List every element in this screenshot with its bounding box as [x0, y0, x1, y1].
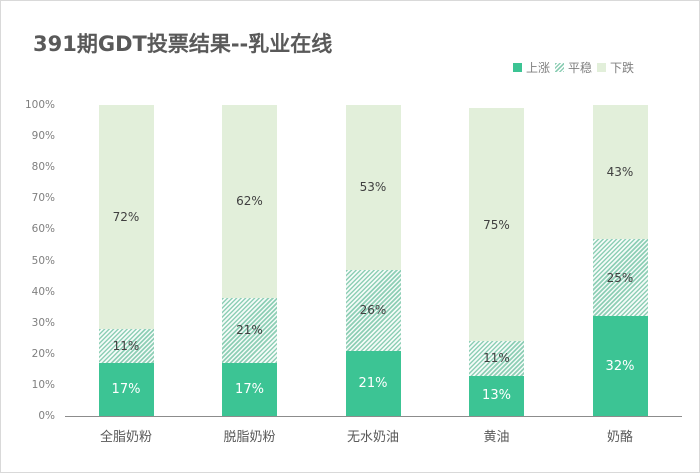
bar-segment-up[interactable]: 17%	[222, 363, 277, 416]
legend-item-down[interactable]: 下跌	[597, 59, 634, 76]
data-label: 17%	[235, 382, 264, 398]
legend-label-down: 下跌	[610, 61, 635, 75]
bar-segment-down[interactable]: 72%	[98, 105, 154, 329]
x-tick-label: 脱脂奶粉	[223, 430, 276, 445]
bar-0[interactable]: 17% 11% 72%	[98, 105, 154, 416]
legend-swatch-up-icon	[513, 63, 522, 72]
chart-title: 391期GDT投票结果--乳业在线	[33, 32, 333, 56]
bar-segment-up[interactable]: 32%	[592, 316, 648, 416]
x-tick-label: 奶酪	[606, 430, 633, 445]
data-label: 43%	[606, 164, 634, 179]
bar-segment-down[interactable]: 75%	[469, 108, 524, 342]
data-label: 25%	[606, 270, 634, 285]
y-tick-label: 60%	[31, 223, 55, 236]
y-tick-label: 100%	[24, 99, 55, 111]
data-label: 75%	[483, 217, 510, 232]
bar-segment-flat[interactable]: 26%	[345, 269, 401, 351]
legend-label-up: 上涨	[526, 61, 551, 75]
bar-segment-down[interactable]: 62%	[222, 105, 277, 298]
bar-segment-down[interactable]: 43%	[592, 105, 648, 239]
legend-swatch-flat-icon	[555, 63, 565, 72]
bar-segment-up[interactable]: 13%	[469, 375, 524, 416]
bar-segment-flat[interactable]: 11%	[469, 341, 524, 376]
bar-segment-down[interactable]: 53%	[345, 105, 401, 270]
data-label: 26%	[359, 303, 387, 318]
y-tick-label: 40%	[31, 285, 55, 298]
y-tick-label: 20%	[31, 347, 55, 360]
legend-item-flat[interactable]: 平稳	[555, 59, 592, 76]
y-tick-label: 80%	[31, 161, 55, 174]
bar-segment-up[interactable]: 21%	[345, 350, 401, 416]
y-tick-label: 0%	[38, 410, 55, 422]
data-label: 72%	[112, 209, 140, 224]
data-label: 13%	[482, 388, 511, 404]
bar-segment-flat[interactable]: 21%	[222, 297, 277, 364]
bar-segment-flat[interactable]: 11%	[98, 328, 154, 364]
x-tick-label: 黄油	[483, 430, 510, 445]
y-tick-label: 50%	[31, 254, 55, 267]
data-label: 11%	[112, 339, 140, 354]
bar-3[interactable]: 13% 11% 75%	[469, 105, 524, 416]
y-tick-label: 30%	[31, 316, 55, 329]
data-label: 32%	[605, 358, 635, 374]
x-axis-line	[65, 416, 682, 417]
y-tick-label: 70%	[31, 192, 55, 205]
data-label: 62%	[236, 194, 263, 209]
bar-1[interactable]: 17% 21% 62%	[222, 105, 277, 416]
bar-4[interactable]: 32% 25% 43%	[592, 105, 648, 416]
data-label: 11%	[483, 351, 510, 366]
bar-segment-flat[interactable]: 25%	[592, 238, 648, 317]
data-label: 17%	[111, 382, 141, 398]
x-tick-label: 全脂奶粉	[99, 430, 152, 445]
y-tick-label: 90%	[31, 130, 55, 143]
legend-label-flat: 平稳	[568, 61, 593, 75]
y-tick-label: 10%	[31, 378, 55, 391]
legend-item-up[interactable]: 上涨	[513, 59, 550, 76]
data-label: 21%	[358, 375, 388, 391]
x-tick-label: 无水奶油	[346, 430, 399, 445]
data-label: 53%	[359, 180, 387, 195]
chart-legend: 上涨 平稳 下跌	[513, 59, 639, 76]
bar-2[interactable]: 21% 26% 53%	[345, 105, 401, 416]
data-label: 21%	[236, 323, 263, 338]
legend-swatch-down-icon	[597, 63, 607, 72]
bar-segment-up[interactable]: 17%	[98, 363, 154, 416]
